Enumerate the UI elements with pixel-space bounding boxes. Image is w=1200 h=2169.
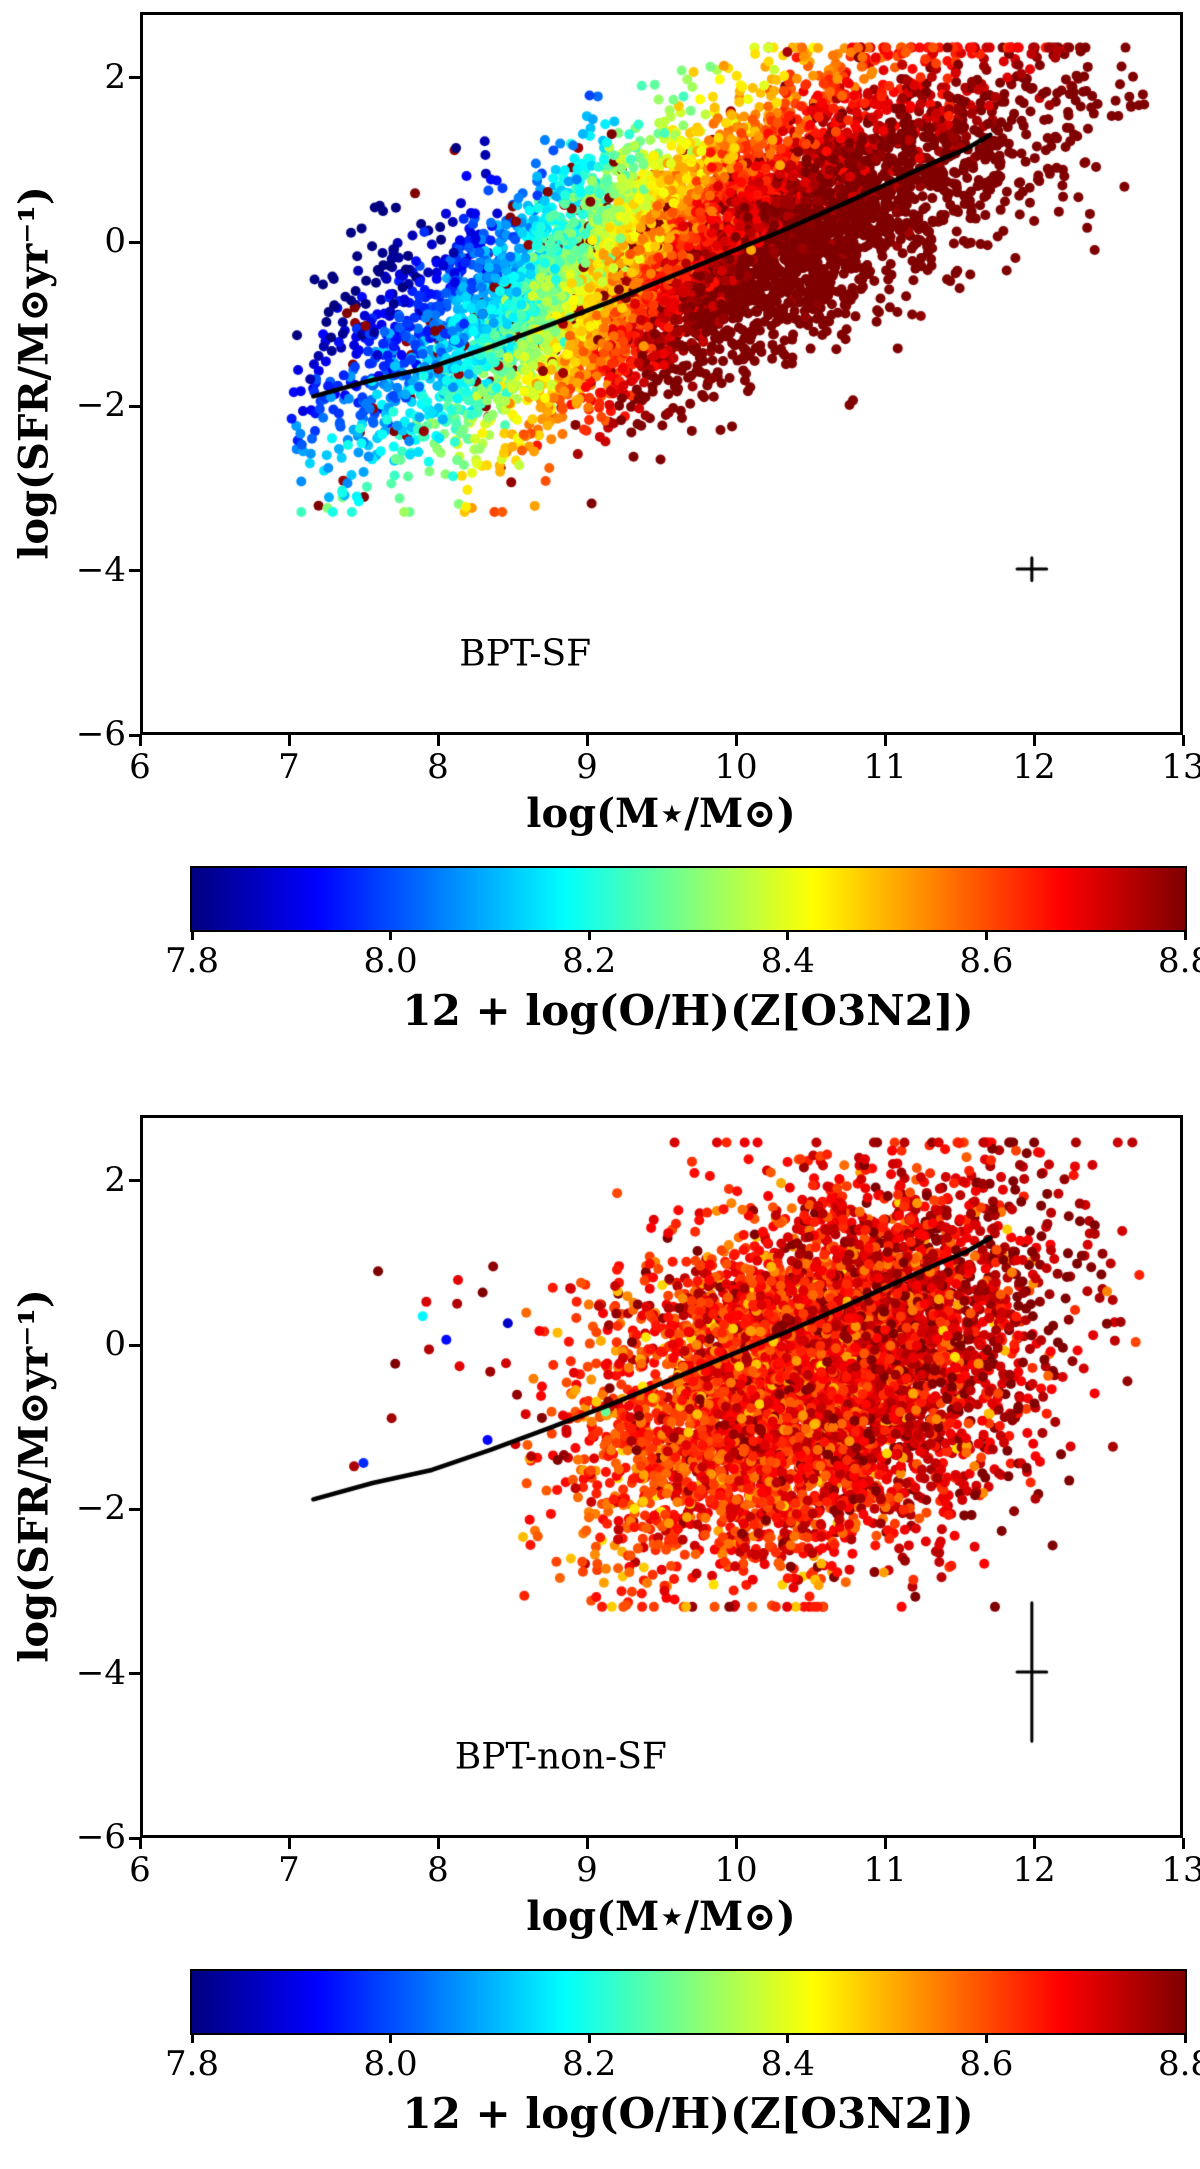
y-tick-mark <box>129 1179 140 1183</box>
x-tick-mark <box>1181 1838 1185 1849</box>
x-tick-label: 11 <box>863 747 907 787</box>
colorbar-tick-mark <box>389 932 393 940</box>
y-tick-label: −6 <box>75 714 126 754</box>
colorbar <box>190 1969 1187 2035</box>
y-tick-mark <box>129 1343 140 1347</box>
x-tick-mark <box>1032 1838 1036 1849</box>
x-tick-label: 12 <box>1012 747 1056 787</box>
colorbar-tick-label: 7.8 <box>164 941 220 981</box>
x-tick-label: 13 <box>1161 1850 1200 1890</box>
x-tick-label: 8 <box>427 747 449 787</box>
colorbar-tick-mark <box>587 932 591 940</box>
colorbar-gradient <box>192 1971 1185 2033</box>
colorbar-tick-label: 7.8 <box>164 2044 220 2084</box>
scatter-canvas <box>143 15 1180 732</box>
y-tick-label: −6 <box>75 1817 126 1857</box>
plot-annotation: BPT-non-SF <box>454 1736 667 1778</box>
plot-annotation: BPT-SF <box>459 633 592 675</box>
x-tick-mark <box>436 1838 440 1849</box>
x-tick-label: 6 <box>129 1850 151 1890</box>
colorbar-tick-mark <box>1183 932 1187 940</box>
y-tick-label: −2 <box>75 1488 126 1529</box>
y-tick-mark <box>129 1836 140 1840</box>
x-tick-mark <box>734 735 738 746</box>
x-tick-label: 9 <box>576 747 598 787</box>
y-tick-mark <box>129 240 140 244</box>
colorbar-tick-mark <box>190 932 194 940</box>
x-tick-label: 6 <box>129 747 151 787</box>
x-tick-label: 10 <box>714 1850 758 1890</box>
colorbar-tick-label: 8.0 <box>363 941 418 981</box>
x-axis-label: log(M⋆/M⊙) <box>526 790 796 837</box>
colorbar-tick-mark <box>984 2035 988 2043</box>
x-tick-mark <box>138 735 142 746</box>
colorbar-tick-mark <box>786 932 790 940</box>
colorbar-tick-label: 8.8 <box>1157 941 1200 981</box>
plot-bpt-non-sf: BPT-non-SF <box>140 1115 1183 1838</box>
y-tick-label: −2 <box>75 385 126 426</box>
y-tick-mark <box>129 1507 140 1511</box>
colorbar <box>190 866 1187 932</box>
colorbar-tick-mark <box>984 932 988 940</box>
colorbar-tick-label: 8.2 <box>562 2044 617 2084</box>
x-tick-label: 11 <box>863 1850 907 1890</box>
x-tick-mark <box>287 735 291 746</box>
x-tick-mark <box>585 1838 589 1849</box>
x-tick-mark <box>138 1838 142 1849</box>
x-tick-label: 13 <box>1161 747 1200 787</box>
plot-bpt-sf: BPT-SF <box>140 12 1183 735</box>
colorbar-tick-label: 8.0 <box>363 2044 418 2084</box>
colorbar-tick-label: 8.8 <box>1157 2044 1200 2084</box>
x-tick-label: 7 <box>278 1850 300 1890</box>
y-tick-label: −4 <box>75 549 126 590</box>
colorbar-tick-label: 8.6 <box>959 941 1014 981</box>
colorbar-label: 12 + log(O/H)(Z[O3N2]) <box>402 2089 974 2138</box>
colorbar-gradient <box>192 868 1185 930</box>
x-tick-label: 9 <box>576 1850 598 1890</box>
y-tick-mark <box>129 569 140 573</box>
scatter-canvas <box>143 1118 1180 1835</box>
x-tick-label: 10 <box>714 747 758 787</box>
colorbar-tick-mark <box>587 2035 591 2043</box>
y-tick-label: 0 <box>104 221 126 262</box>
y-tick-label: −4 <box>75 1652 126 1693</box>
y-tick-mark <box>129 76 140 80</box>
colorbar-tick-label: 8.4 <box>760 2044 815 2084</box>
panel-bpt-sf: log(SFR/M⊙yr⁻¹) BPT-SF log(M⋆/M⊙) 12 + l… <box>11 12 1200 1035</box>
x-tick-mark <box>1181 735 1185 746</box>
colorbar-tick-mark <box>389 2035 393 2043</box>
x-tick-label: 7 <box>278 747 300 787</box>
y-tick-mark <box>129 733 140 737</box>
y-tick-label: 2 <box>104 56 126 97</box>
x-tick-mark <box>585 735 589 746</box>
panel-bpt-non-sf: log(SFR/M⊙yr⁻¹) BPT-non-SF log(M⋆/M⊙) 12… <box>0 1103 1200 2169</box>
colorbar-tick-label: 8.6 <box>959 2044 1014 2084</box>
y-tick-label: 2 <box>104 1159 126 1200</box>
x-tick-mark <box>883 735 887 746</box>
colorbar-tick-mark <box>1183 2035 1187 2043</box>
x-tick-mark <box>883 1838 887 1849</box>
colorbar-tick-mark <box>786 2035 790 2043</box>
y-tick-label: 0 <box>104 1324 126 1365</box>
x-tick-mark <box>1032 735 1036 746</box>
colorbar-label: 12 + log(O/H)(Z[O3N2]) <box>402 986 974 1035</box>
x-tick-mark <box>287 1838 291 1849</box>
y-tick-mark <box>129 1672 140 1676</box>
x-tick-label: 8 <box>427 1850 449 1890</box>
y-tick-mark <box>129 404 140 408</box>
colorbar-tick-label: 8.4 <box>760 941 815 981</box>
x-axis-label: log(M⋆/M⊙) <box>526 1893 796 1940</box>
x-tick-label: 12 <box>1012 1850 1056 1890</box>
colorbar-tick-label: 8.2 <box>562 941 617 981</box>
colorbar-tick-mark <box>190 2035 194 2043</box>
x-tick-mark <box>436 735 440 746</box>
x-tick-mark <box>734 1838 738 1849</box>
